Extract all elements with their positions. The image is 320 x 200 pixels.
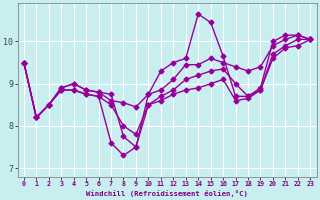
X-axis label: Windchill (Refroidissement éolien,°C): Windchill (Refroidissement éolien,°C) (86, 190, 248, 197)
